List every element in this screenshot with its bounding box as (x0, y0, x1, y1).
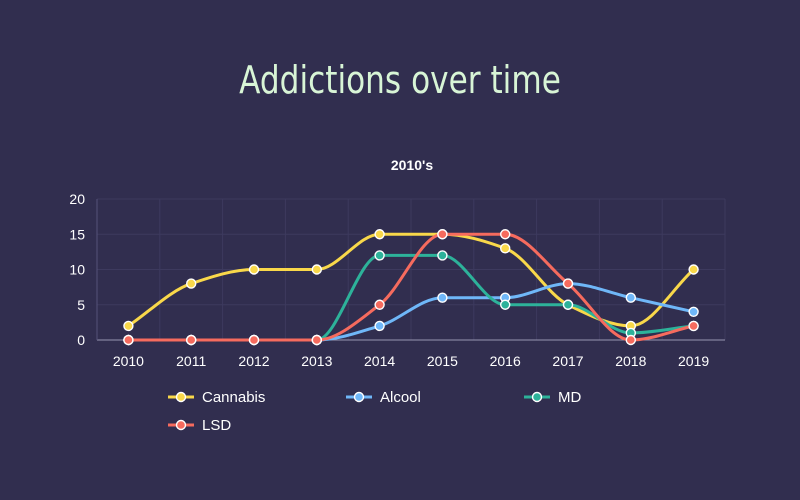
y-tick-label: 0 (77, 332, 85, 348)
series-line-lsd (126, 232, 696, 342)
y-tick-label: 10 (69, 262, 85, 278)
data-point-cannabis (185, 278, 197, 289)
data-point-lsd (311, 334, 322, 346)
y-tick-label: 20 (69, 191, 85, 207)
y-tick-label: 15 (69, 226, 85, 242)
x-tick-label: 2019 (678, 353, 709, 369)
data-point-cannabis (248, 264, 260, 275)
axes: 0 5 10 15 20 2010 2011 2012 2013 2014 2015 2016 2017… (69, 191, 725, 369)
data-point-alcool (625, 292, 636, 303)
legend-item-lsd[interactable]: LSD (168, 417, 231, 434)
data-point-alcool (374, 320, 385, 332)
x-tick-label: 2015 (427, 353, 458, 369)
legend-label: Alcool (380, 389, 421, 406)
data-point-md (562, 299, 574, 310)
legend-swatch-marker (175, 391, 187, 403)
legend-swatch-marker (531, 391, 543, 403)
page-title: Addictions over time (239, 58, 561, 102)
legend-item-cannabis[interactable]: Cannabis (168, 389, 265, 406)
x-tick-label: 2010 (113, 353, 144, 369)
legend-item-alcool[interactable]: Alcool (346, 389, 421, 406)
x-tick-label: 2011 (176, 353, 206, 369)
data-point-md (500, 299, 511, 310)
x-tick-label: 2018 (615, 353, 646, 369)
data-point-cannabis (688, 264, 699, 275)
x-tick-label: 2014 (364, 353, 395, 369)
data-point-md (437, 250, 448, 261)
data-point-lsd (185, 334, 197, 346)
legend-swatch-marker (175, 419, 187, 431)
series-lines (126, 232, 696, 342)
x-tick-label: 2012 (238, 353, 269, 369)
legend: Cannabis Alcool MD LSD (168, 389, 581, 434)
legend-label: LSD (202, 417, 231, 434)
chart-subtitle: 2010's (391, 157, 433, 173)
y-tick-label: 5 (77, 297, 85, 313)
x-tick-label: 2016 (490, 353, 521, 369)
data-point-alcool (688, 306, 699, 317)
legend-label: MD (558, 389, 581, 406)
data-point-lsd (688, 320, 699, 332)
legend-item-md[interactable]: MD (524, 389, 581, 406)
data-point-lsd (562, 278, 574, 289)
data-point-lsd (625, 334, 636, 346)
legend-label: Cannabis (202, 389, 265, 406)
data-point-cannabis (123, 320, 134, 332)
data-point-lsd (437, 229, 448, 240)
x-tick-label: 2017 (552, 353, 583, 369)
data-point-cannabis (374, 229, 385, 240)
series-points (123, 229, 699, 346)
data-point-alcool (437, 292, 448, 303)
data-point-lsd (248, 334, 260, 346)
legend-swatch-marker (353, 391, 365, 403)
grid (96, 198, 726, 340)
data-point-lsd (123, 334, 134, 346)
data-point-cannabis (311, 264, 322, 275)
data-point-md (374, 250, 385, 261)
x-tick-label: 2013 (301, 353, 332, 369)
data-point-lsd (374, 299, 385, 310)
data-point-cannabis (500, 243, 511, 254)
data-point-lsd (500, 229, 511, 240)
